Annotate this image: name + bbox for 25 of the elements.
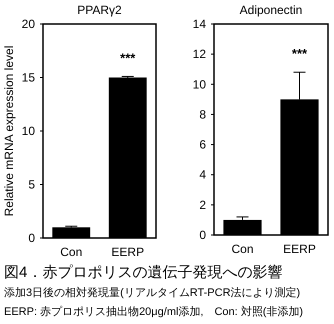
y-tick-label: 15 <box>22 70 36 84</box>
x-tick-label: Con <box>231 242 254 256</box>
y-tick-label: 4 <box>199 168 206 182</box>
annotation: *** <box>292 46 308 62</box>
x-tick-label: EERP <box>111 245 144 259</box>
ylabel: Relative mRNA expression level <box>2 46 16 216</box>
y-tick-label: 2 <box>199 198 206 212</box>
annotation: *** <box>120 50 136 66</box>
y-tick-label: 12 <box>192 47 206 62</box>
y-tick-label: 0 <box>199 228 206 242</box>
y-tick-label: 14 <box>192 17 206 31</box>
text: 添加3日後の相対発現量(リアルタイムRT-PCR法により測定) <box>4 286 302 301</box>
y-tick-label: 8 <box>199 107 206 122</box>
y-tick-label: 20 <box>22 17 36 31</box>
caption: 図4．赤プロポリスの遺伝子発現への影響 <box>4 263 284 283</box>
title: Adiponectin <box>240 3 302 17</box>
y-tick-label: 0 <box>28 231 36 245</box>
title: PPARγ2 <box>77 3 122 17</box>
y-tick-label: 6 <box>199 138 206 152</box>
text: EERP: 赤プロポリス抽出物20μg/ml添加, Con: 対照(非添加) <box>4 304 304 320</box>
y-tick-label: 10 <box>192 77 206 92</box>
y-tick-label: 10 <box>22 124 36 138</box>
y-tick-label: 5 <box>28 178 36 192</box>
x-tick-label: EERP <box>283 242 316 256</box>
x-tick-label: Con <box>60 245 82 259</box>
